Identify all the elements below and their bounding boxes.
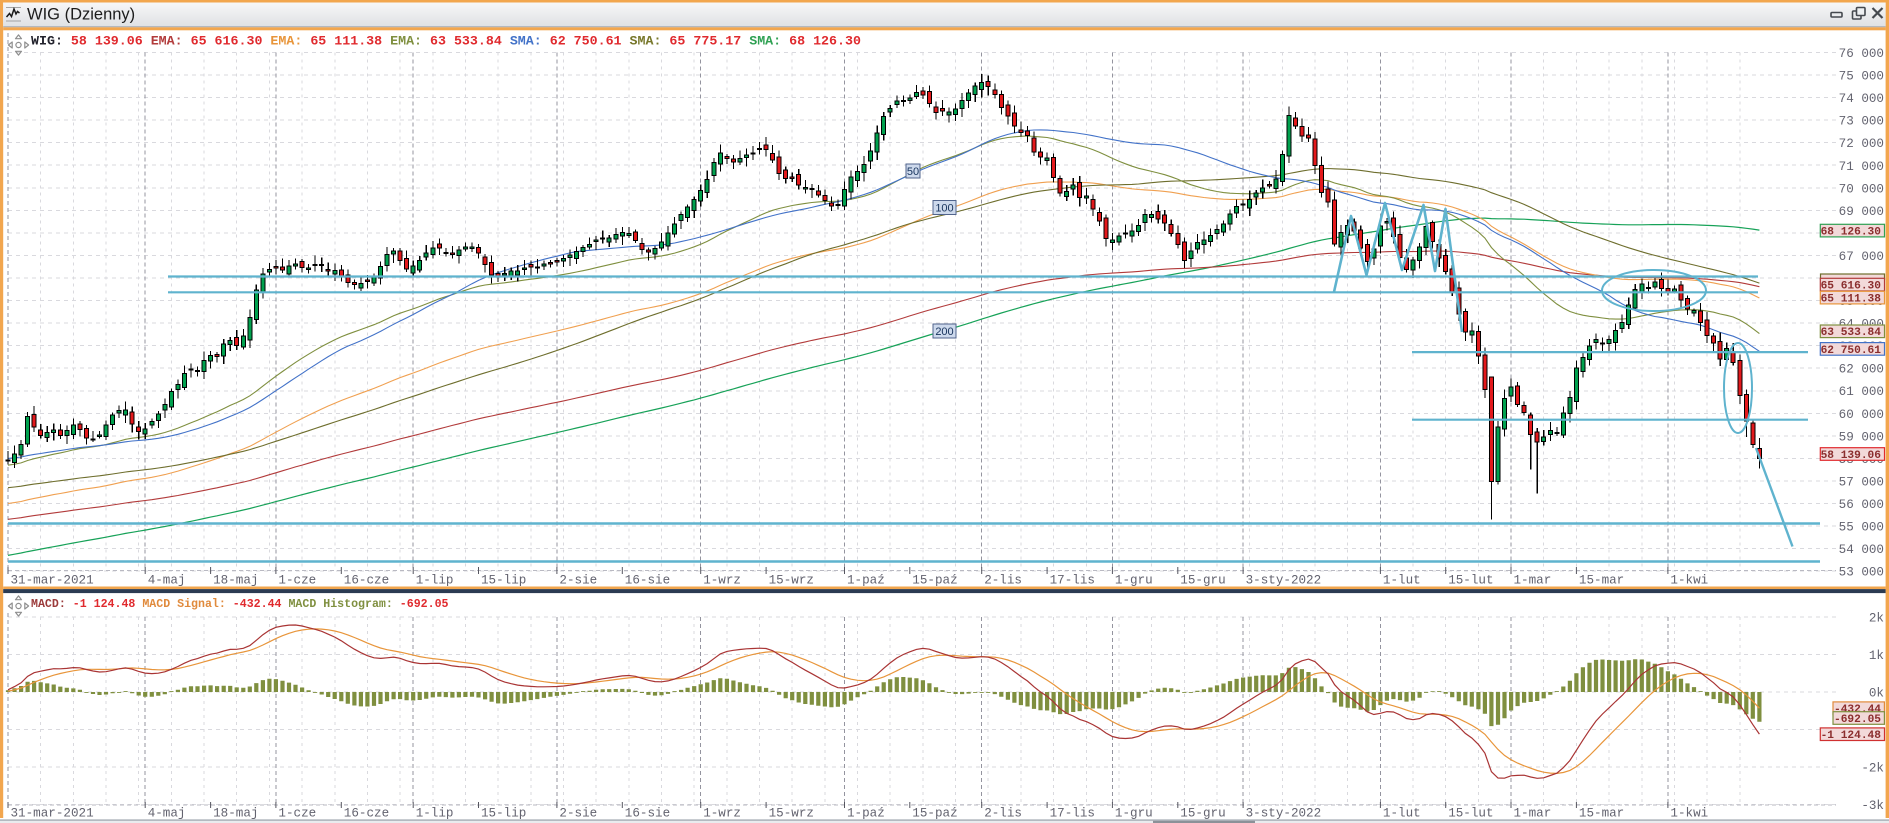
svg-text:58 139.06: 58 139.06 — [1821, 450, 1882, 462]
svg-text:62 750.61: 62 750.61 — [1821, 345, 1882, 357]
svg-text:WIG (Dzienny): WIG (Dzienny) — [27, 6, 135, 24]
svg-text:63 533.84: 63 533.84 — [1821, 327, 1882, 339]
svg-text:-1 124.48: -1 124.48 — [1821, 730, 1882, 742]
svg-text:1-kwi: 1-kwi — [1670, 574, 1708, 588]
svg-text:17-lis: 17-lis — [1050, 574, 1095, 588]
svg-text:1-cze: 1-cze — [278, 574, 316, 588]
svg-text:72 000: 72 000 — [1839, 137, 1884, 151]
svg-text:31-mar-2021: 31-mar-2021 — [11, 574, 94, 588]
svg-text:16-sie: 16-sie — [625, 574, 670, 588]
svg-text:4-maj: 4-maj — [148, 807, 186, 821]
svg-text:70 000: 70 000 — [1839, 182, 1884, 196]
svg-text:1-wrz: 1-wrz — [703, 574, 741, 588]
svg-text:55 000: 55 000 — [1839, 521, 1884, 535]
svg-text:1-paź: 1-paź — [847, 574, 885, 588]
svg-text:200: 200 — [935, 326, 953, 338]
svg-text:-692.05: -692.05 — [1834, 714, 1881, 726]
svg-text:57 000: 57 000 — [1839, 475, 1884, 489]
svg-text:17-lis: 17-lis — [1050, 807, 1095, 821]
svg-text:15-lut: 15-lut — [1448, 574, 1493, 588]
svg-text:1-lut: 1-lut — [1383, 807, 1421, 821]
svg-text:100: 100 — [935, 203, 953, 215]
svg-text:31-mar-2021: 31-mar-2021 — [11, 807, 94, 821]
svg-text:61 000: 61 000 — [1839, 385, 1884, 399]
svg-text:2-lis: 2-lis — [984, 574, 1022, 588]
svg-text:WIG: 58 139.06 EMA: 65 616.30: WIG: 58 139.06 EMA: 65 616.30 EMA: 65 11… — [31, 34, 861, 49]
svg-text:2-sie: 2-sie — [559, 807, 597, 821]
svg-text:53 000: 53 000 — [1839, 566, 1884, 580]
svg-text:15-gru: 15-gru — [1180, 574, 1225, 588]
svg-text:MACD: -1 124.48 MACD Signal: -: MACD: -1 124.48 MACD Signal: -432.44 MAC… — [31, 598, 449, 611]
svg-text:74 000: 74 000 — [1839, 92, 1884, 106]
svg-text:65 111.38: 65 111.38 — [1821, 294, 1882, 306]
svg-text:0k: 0k — [1869, 687, 1884, 701]
svg-text:60 000: 60 000 — [1839, 408, 1884, 422]
svg-text:71 000: 71 000 — [1839, 160, 1884, 174]
svg-text:1-mar: 1-mar — [1514, 807, 1552, 821]
svg-text:1-wrz: 1-wrz — [703, 807, 741, 821]
svg-text:1-lut: 1-lut — [1383, 574, 1421, 588]
svg-text:3-sty-2022: 3-sty-2022 — [1246, 807, 1322, 821]
svg-text:16-cze: 16-cze — [344, 574, 389, 588]
svg-text:73 000: 73 000 — [1839, 115, 1884, 129]
svg-text:-2k: -2k — [1861, 762, 1884, 776]
svg-text:1-lip: 1-lip — [416, 574, 454, 588]
svg-text:62 000: 62 000 — [1839, 363, 1884, 377]
svg-text:3-sty-2022: 3-sty-2022 — [1246, 574, 1322, 588]
svg-text:75 000: 75 000 — [1839, 70, 1884, 84]
svg-text:15-wrz: 15-wrz — [769, 574, 814, 588]
svg-text:15-mar: 15-mar — [1579, 574, 1624, 588]
svg-text:15-gru: 15-gru — [1180, 807, 1225, 821]
svg-text:16-sie: 16-sie — [625, 807, 670, 821]
svg-text:15-paź: 15-paź — [912, 574, 957, 588]
svg-text:69 000: 69 000 — [1839, 205, 1884, 219]
svg-text:18-maj: 18-maj — [213, 807, 258, 821]
svg-text:1-gru: 1-gru — [1115, 574, 1153, 588]
svg-text:2-sie: 2-sie — [559, 574, 597, 588]
svg-text:15-lip: 15-lip — [481, 574, 526, 588]
svg-text:15-lut: 15-lut — [1448, 807, 1493, 821]
svg-text:67 000: 67 000 — [1839, 250, 1884, 264]
svg-text:1-gru: 1-gru — [1115, 807, 1153, 821]
svg-text:59 000: 59 000 — [1839, 430, 1884, 444]
svg-text:15-paź: 15-paź — [912, 807, 957, 821]
svg-text:2k: 2k — [1869, 612, 1884, 626]
svg-text:1-lip: 1-lip — [416, 807, 454, 821]
svg-text:54 000: 54 000 — [1839, 543, 1884, 557]
svg-text:18-maj: 18-maj — [213, 574, 258, 588]
svg-text:15-lip: 15-lip — [481, 807, 526, 821]
svg-text:76 000: 76 000 — [1839, 47, 1884, 61]
svg-text:15-wrz: 15-wrz — [769, 807, 814, 821]
svg-text:1-kwi: 1-kwi — [1670, 807, 1708, 821]
svg-text:65 616.30: 65 616.30 — [1821, 281, 1882, 293]
svg-text:1-paź: 1-paź — [847, 807, 885, 821]
svg-text:50: 50 — [907, 166, 919, 178]
svg-text:1k: 1k — [1869, 649, 1884, 663]
svg-text:-3k: -3k — [1861, 799, 1884, 813]
svg-text:2-lis: 2-lis — [984, 807, 1022, 821]
svg-text:1-cze: 1-cze — [278, 807, 316, 821]
svg-text:1-mar: 1-mar — [1514, 574, 1552, 588]
svg-text:16-cze: 16-cze — [344, 807, 389, 821]
svg-text:4-maj: 4-maj — [148, 574, 186, 588]
svg-text:56 000: 56 000 — [1839, 498, 1884, 512]
svg-text:15-mar: 15-mar — [1579, 807, 1624, 821]
svg-text:68 126.30: 68 126.30 — [1821, 227, 1882, 239]
